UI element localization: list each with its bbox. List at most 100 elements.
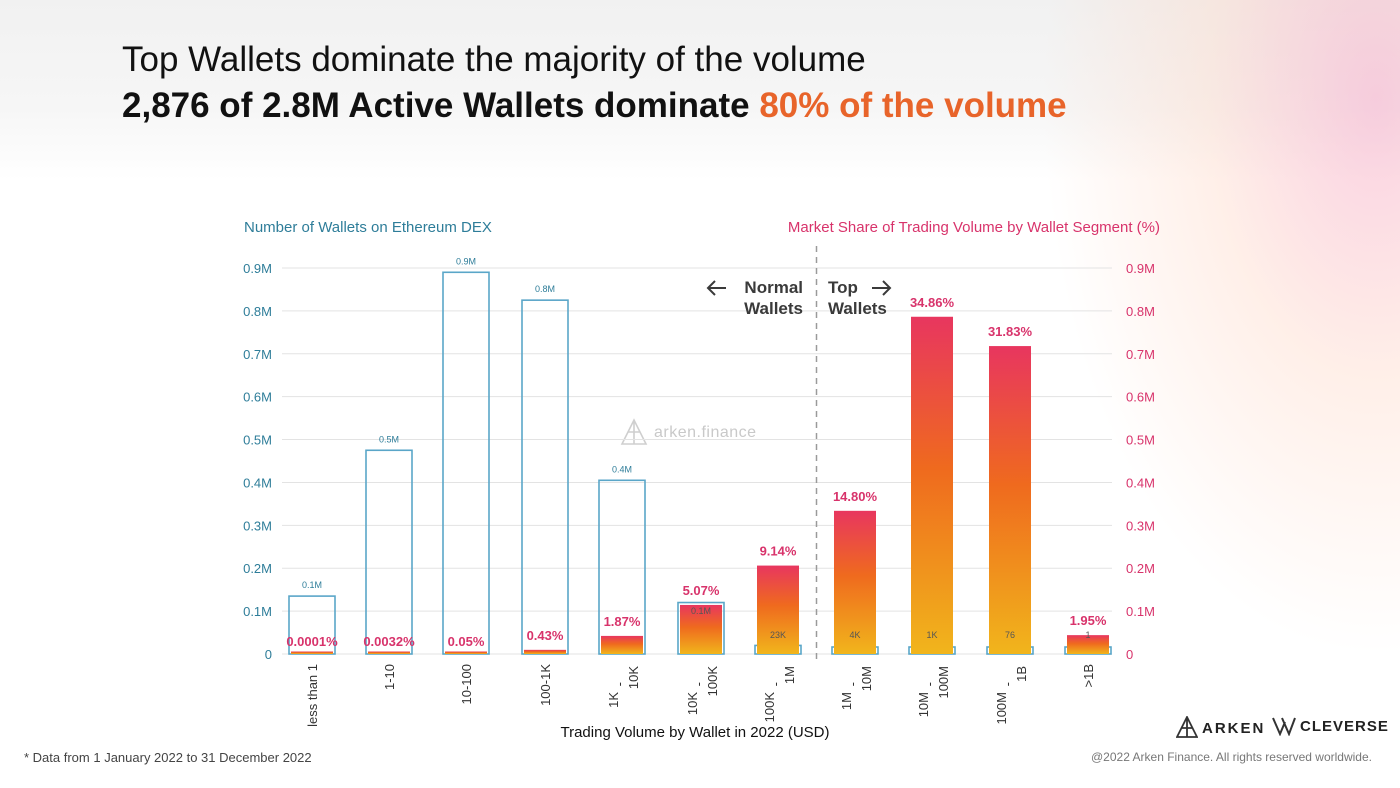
- category-label-line2: 10K: [626, 666, 641, 689]
- annotation-normal-line1: Normal: [744, 278, 803, 297]
- category-label: 1K - 10K: [606, 666, 641, 708]
- wallet-count-label: 1K: [926, 630, 937, 640]
- category-label: 100-1K: [538, 664, 553, 706]
- wallet-count-label: 4K: [849, 630, 860, 640]
- volume-share-label: 0.43%: [527, 628, 564, 643]
- annotation-normal-line2: Wallets: [744, 299, 803, 318]
- cleverse-logo-text: CLEVERSE: [1300, 717, 1389, 735]
- volume-share-label: 0.0032%: [363, 634, 415, 649]
- page-subtitle: 2,876 of 2.8M Active Wallets dominate 80…: [122, 86, 1067, 126]
- copyright-notice: @2022 Arken Finance. All rights reserved…: [1091, 750, 1372, 764]
- category-label: 10K - 100K: [685, 666, 720, 715]
- left-tick-label: 0.3M: [243, 518, 272, 533]
- right-tick-label: 0.1M: [1126, 604, 1155, 619]
- volume-share-label: 0.05%: [448, 634, 485, 649]
- wallet-count-bar: [442, 271, 490, 655]
- left-tick-label: 0: [265, 647, 272, 662]
- wallet-count-label: 76: [1005, 630, 1015, 640]
- left-tick-label: 0.1M: [243, 604, 272, 619]
- right-axis-title: Market Share of Trading Volume by Wallet…: [788, 219, 1160, 236]
- category-label-line2: 1B: [1014, 666, 1029, 682]
- right-tick-label: 0: [1126, 647, 1133, 662]
- category-label: 100M -1B: [994, 666, 1029, 725]
- volume-share-bar: [989, 346, 1031, 654]
- category-label: 1-10: [382, 664, 397, 690]
- right-tick-label: 0.3M: [1126, 518, 1155, 533]
- wallet-count-bar: [365, 449, 413, 655]
- wallet-count-bar: [521, 299, 569, 655]
- arrow-left-icon: [706, 280, 726, 296]
- left-tick-label: 0.2M: [243, 561, 272, 576]
- volume-share-label: 1.87%: [604, 614, 641, 629]
- right-tick-label: 0.8M: [1126, 304, 1155, 319]
- category-label-line1: 10M: [916, 692, 931, 717]
- watermark: arken.finance: [620, 418, 757, 448]
- category-label: less than 1: [305, 664, 320, 727]
- data-footnote: * Data from 1 January 2022 to 31 Decembe…: [24, 750, 312, 765]
- volume-share-label: 5.07%: [683, 583, 720, 598]
- category-label-dash: -: [612, 682, 627, 686]
- category-label: >1B: [1081, 664, 1096, 688]
- volume-share-bar: [524, 649, 566, 654]
- volume-share-label: 9.14%: [760, 544, 797, 559]
- category-label-line2: 1M: [782, 666, 797, 684]
- watermark-text: arken.finance: [654, 424, 757, 441]
- left-axis-title: Number of Wallets on Ethereum DEX: [244, 219, 492, 236]
- category-label-line1: less than 1: [305, 664, 320, 727]
- category-label-line2: 100M: [936, 666, 951, 699]
- category-label-line1: 100-1K: [538, 664, 553, 706]
- category-label-line2: 10M: [859, 666, 874, 691]
- volume-share-bar: [291, 651, 333, 654]
- annotation-top-line1: Top: [828, 278, 858, 297]
- volume-share-bar: [757, 565, 799, 654]
- left-tick-label: 0.8M: [243, 304, 272, 319]
- volume-share-label: 34.86%: [910, 295, 955, 310]
- category-label: 100K -1M: [762, 666, 797, 722]
- right-tick-label: 0.6M: [1126, 390, 1155, 405]
- category-label: 10-100: [459, 664, 474, 704]
- x-axis-title: Trading Volume by Wallet in 2022 (USD): [560, 724, 829, 741]
- wallet-count-label: 0.1M: [691, 606, 711, 616]
- cleverse-logo: CLEVERSE: [1272, 716, 1389, 736]
- volume-share-bar: [834, 510, 876, 654]
- volume-share-label: 31.83%: [988, 324, 1033, 339]
- category-label-dash: -: [691, 682, 706, 686]
- category-label-line1: 100M: [994, 692, 1009, 725]
- left-tick-label: 0.9M: [243, 261, 272, 276]
- page-title: Top Wallets dominate the majority of the…: [122, 40, 866, 79]
- right-tick-label: 0.9M: [1126, 261, 1155, 276]
- right-tick-label: 0.4M: [1126, 475, 1155, 490]
- volume-share-bar: [601, 635, 643, 654]
- wallet-count-label: 0.1M: [302, 580, 322, 590]
- subtitle-accent: 80% of the volume: [759, 86, 1067, 125]
- wallet-count-label: 0.5M: [379, 434, 399, 444]
- category-label-line1: 100K: [762, 692, 777, 723]
- category-label-line1: >1B: [1081, 664, 1096, 688]
- wallet-count-label: 0.4M: [612, 464, 632, 474]
- left-tick-label: 0.6M: [243, 390, 272, 405]
- left-tick-label: 0.7M: [243, 347, 272, 362]
- left-tick-label: 0.5M: [243, 433, 272, 448]
- category-label-line1: 10-100: [459, 664, 474, 704]
- arrow-right-icon: [872, 280, 892, 296]
- wallet-count-label: 23K: [770, 630, 786, 640]
- category-label-line1: 10K: [685, 692, 700, 715]
- category-label-dash: -: [845, 682, 860, 686]
- volume-share-label: 1.95%: [1070, 613, 1107, 628]
- wallet-count-label: 0.9M: [456, 256, 476, 266]
- right-tick-label: 0.7M: [1126, 347, 1155, 362]
- annotation-top-line2: Wallets: [828, 299, 887, 318]
- wallet-count-label: 0.8M: [535, 284, 555, 294]
- wallet-count-label: 1: [1085, 630, 1090, 640]
- volume-share-bar: [680, 604, 722, 654]
- right-tick-label: 0.2M: [1126, 561, 1155, 576]
- volume-share-bar: [445, 651, 487, 654]
- arken-logo-text: ARKEN: [1202, 719, 1266, 737]
- category-label-line2: 100K: [705, 666, 720, 697]
- partner-logos: ARKEN CLEVERSE: [1176, 716, 1388, 746]
- volume-share-bar: [368, 651, 410, 654]
- category-label: 1M - 10M: [839, 666, 874, 710]
- category-label-line1: 1-10: [382, 664, 397, 690]
- subtitle-main: 2,876 of 2.8M Active Wallets dominate: [122, 86, 760, 125]
